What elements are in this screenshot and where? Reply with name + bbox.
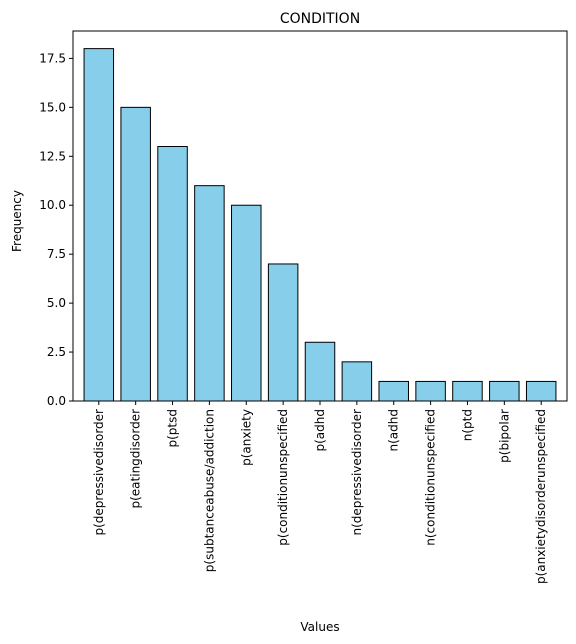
- bar: [489, 380, 520, 402]
- x-tick-label: p(anxietydisorderunspecified: [534, 409, 548, 584]
- x-tick-label: n(adhd: [387, 409, 401, 451]
- x-tick-label: p(adhd: [313, 409, 327, 452]
- x-axis-ticks: p(depressivedisorder p(eatingdisorder p(pt…: [92, 401, 548, 584]
- bar: [415, 380, 446, 402]
- y-axis-label: Frequency: [10, 190, 24, 252]
- x-tick-label: p(ptsd: [166, 409, 180, 448]
- x-tick-label: n(depressivedisorder: [350, 409, 364, 536]
- y-tick-label: 12.5: [39, 149, 66, 163]
- bar: [194, 185, 225, 402]
- bar: [120, 106, 151, 402]
- plot-area-frame: [72, 30, 568, 402]
- x-tick-label: p(bipolar: [497, 409, 511, 463]
- bar: [452, 380, 483, 402]
- y-tick-label: 10.0: [39, 198, 66, 212]
- y-tick-label: 2.5: [47, 345, 66, 359]
- y-axis-ticks: 0.0 2.5 5.0 7.5 10.0 12.5 15.0 17.5: [39, 51, 73, 408]
- bar: [267, 263, 299, 402]
- x-tick-label: p(depressivedisorder: [92, 409, 106, 536]
- x-axis-label: Values: [300, 620, 339, 634]
- y-tick-label: 17.5: [39, 51, 66, 65]
- y-tick-label: 5.0: [47, 296, 66, 310]
- x-tick-label: n(conditionunspecified: [424, 409, 438, 546]
- x-tick-label: p(conditionunspecified: [276, 409, 290, 546]
- y-tick-label: 15.0: [39, 100, 66, 114]
- bar: [525, 380, 557, 402]
- bars-layer: [83, 48, 557, 402]
- bar: [231, 204, 262, 402]
- bar: [341, 361, 373, 402]
- x-tick-label: p(eatingdisorder: [129, 409, 143, 509]
- x-tick-label: p(anxiety: [239, 409, 253, 466]
- y-tick-label: 0.0: [47, 394, 66, 408]
- bar: [83, 48, 115, 402]
- x-tick-label: p(subtanceabuse/addiction: [202, 409, 216, 572]
- bar: [157, 146, 188, 402]
- x-tick-label: n(ptd: [460, 409, 474, 441]
- bar: [378, 380, 409, 402]
- y-tick-label: 7.5: [47, 247, 66, 261]
- bar: [304, 341, 336, 402]
- chart-title: CONDITION: [280, 11, 360, 27]
